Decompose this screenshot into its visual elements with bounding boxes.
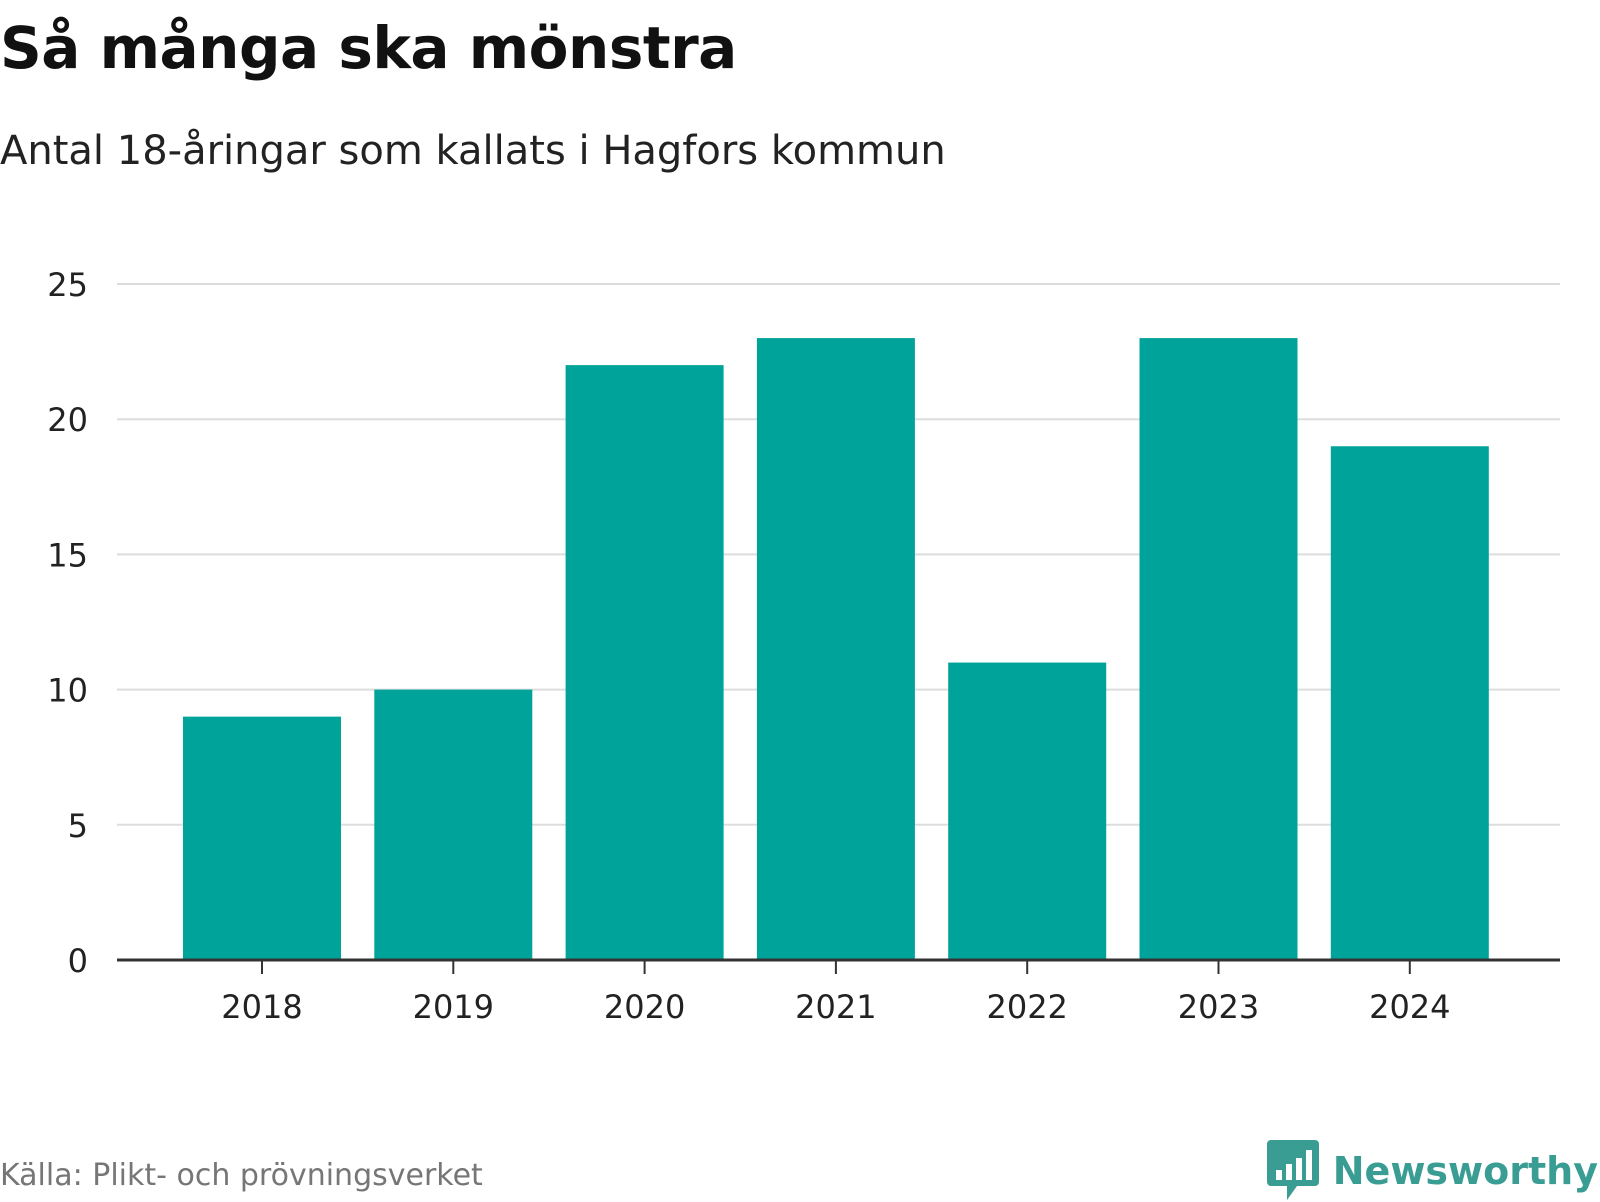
bar-2023: [1139, 338, 1298, 961]
bar-chart-speech-bubble-icon: [1266, 1140, 1319, 1200]
brand-logo: Newsworthy: [1266, 1140, 1598, 1202]
source-note: Källa: Plikt- och prövningsverket: [0, 1158, 483, 1193]
bar-chart: 0 5 10 15 20 25 2018 2019 2020 2021 2022 2023 2024: [47, 266, 1560, 1026]
chart-subtitle: Antal 18-åringar som kallats i Hagfors k…: [0, 128, 946, 174]
y-tick-label: 20: [47, 401, 88, 439]
x-tick-label: 2020: [604, 988, 685, 1026]
x-tick-label: 2018: [221, 988, 302, 1026]
bar-2019: [374, 689, 533, 960]
y-tick-label: 25: [47, 266, 88, 304]
x-tick-label: 2021: [795, 988, 876, 1026]
x-tick-label: 2019: [413, 988, 494, 1026]
bar-2020: [565, 365, 724, 960]
y-tick-label: 10: [47, 672, 88, 710]
bar-2024: [1330, 446, 1489, 960]
x-tick-label: 2024: [1369, 988, 1450, 1026]
bar-2021: [756, 338, 915, 961]
bar-2018: [183, 716, 341, 960]
chart-title: Så många ska mönstra: [0, 14, 737, 82]
x-tick-label: 2022: [986, 988, 1067, 1026]
y-tick-label: 5: [68, 807, 88, 845]
y-tick-label: 0: [68, 942, 88, 980]
x-tick-label: 2023: [1178, 988, 1259, 1026]
y-tick-label: 15: [47, 536, 88, 574]
bars: [183, 338, 1489, 961]
brand-name: Newsworthy: [1332, 1149, 1598, 1193]
bar-2022: [948, 662, 1107, 960]
x-axis-ticks: 2018 2019 2020 2021 2022 2023 2024: [221, 960, 1451, 1026]
y-axis-ticks: 0 5 10 15 20 25: [47, 266, 88, 980]
